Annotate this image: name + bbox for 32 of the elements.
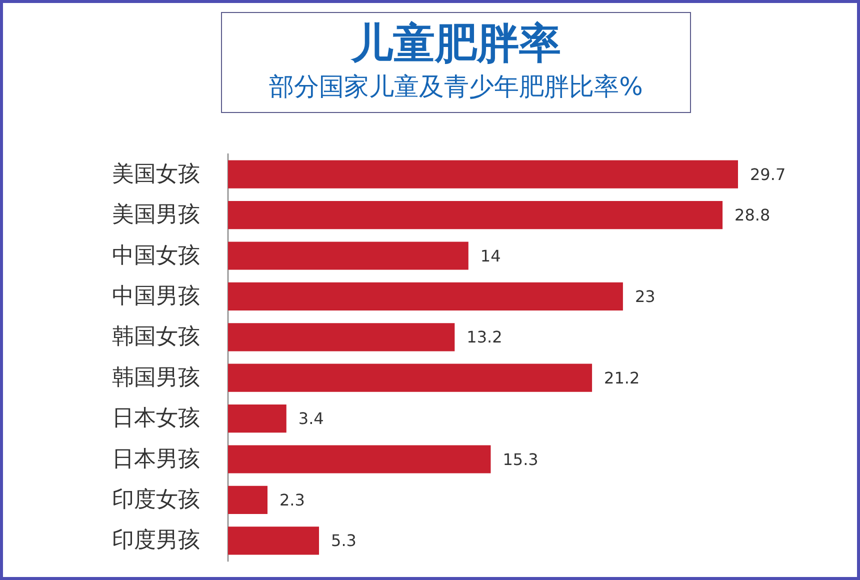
y-tick-label: 中国男孩 (112, 284, 200, 309)
bar (228, 160, 738, 188)
bar (228, 282, 623, 310)
data-label: 21.2 (604, 368, 640, 388)
bar (228, 323, 455, 352)
y-tick-label: 日本女孩 (112, 406, 200, 432)
y-tick-label: 印度男孩 (112, 528, 200, 554)
data-label: 13.2 (466, 328, 502, 347)
data-label: 2.3 (279, 490, 305, 510)
y-tick-label: 日本男孩 (112, 446, 200, 472)
bar (228, 201, 723, 230)
bar (228, 526, 320, 555)
data-label: 5.3 (331, 531, 356, 550)
chart-subtitle: 部分国家儿童及青少年肥胖比率% (269, 72, 643, 101)
bar (228, 242, 468, 270)
data-label: 3.4 (298, 409, 324, 428)
data-label: 15.3 (502, 450, 538, 469)
data-label: 28.8 (734, 206, 770, 225)
data-label: 23 (634, 286, 656, 306)
bar (228, 364, 592, 392)
y-tick-label: 韩国男孩 (112, 365, 200, 390)
bar (228, 486, 268, 514)
y-tick-label: 中国女孩 (112, 243, 200, 268)
data-label: 29.7 (750, 164, 786, 184)
bar (228, 404, 286, 433)
data-label: 14 (480, 246, 501, 266)
y-tick-label: 印度女孩 (112, 487, 200, 512)
y-tick-label: 美国男孩 (112, 202, 200, 228)
bar (228, 445, 491, 474)
y-tick-label: 韩国女孩 (112, 324, 200, 350)
y-tick-label: 美国女孩 (112, 162, 200, 187)
chart-title: 儿童肥胖率 (350, 18, 561, 68)
